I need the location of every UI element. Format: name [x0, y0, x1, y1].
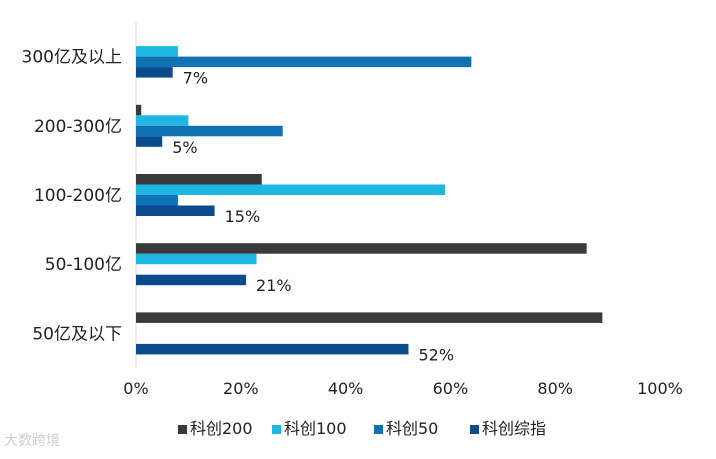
- bar: [136, 46, 178, 57]
- x-tick-label: 20%: [223, 379, 259, 398]
- category-label: 50-100亿: [45, 255, 122, 275]
- data-label: 15%: [225, 207, 261, 226]
- legend: 科创200 科创100 科创50 科创综指: [178, 419, 546, 438]
- data-label: 52%: [418, 345, 454, 364]
- category-label: 200-300亿: [34, 117, 122, 137]
- data-label: 5%: [172, 138, 197, 157]
- bar: [136, 115, 189, 126]
- legend-swatch: [272, 425, 281, 434]
- bar: [136, 56, 472, 68]
- watermark: 大数跨境: [4, 433, 60, 449]
- bar: [136, 274, 247, 286]
- bar: [136, 125, 283, 137]
- legend-label: 科创100: [284, 419, 347, 438]
- x-tick-label: 100%: [637, 379, 683, 398]
- x-tick-label: 80%: [537, 379, 573, 398]
- bar: [136, 205, 215, 216]
- legend-label: 科创综指: [482, 419, 546, 438]
- x-tick-label: 0%: [123, 379, 148, 398]
- legend-swatch: [470, 425, 479, 434]
- category-label: 50亿及以下: [32, 324, 122, 344]
- legend-swatch: [178, 425, 187, 434]
- data-label: 7%: [183, 69, 208, 88]
- bar: [136, 136, 163, 147]
- bar: [136, 312, 603, 323]
- bar: [136, 343, 409, 355]
- x-tick-label: 40%: [328, 379, 364, 398]
- data-label: 21%: [256, 276, 292, 295]
- bar: [136, 195, 178, 206]
- category-label: 300亿及以上: [22, 48, 122, 68]
- bar: [136, 184, 446, 195]
- category-label: 100-200亿: [34, 186, 122, 206]
- bar: [136, 174, 262, 185]
- x-tick-label: 60%: [433, 379, 469, 398]
- bar: [136, 253, 257, 265]
- legend-swatch: [374, 425, 383, 434]
- bar: [136, 243, 587, 254]
- bar: [136, 104, 142, 116]
- legend-label: 科创50: [386, 419, 438, 438]
- legend-label: 科创200: [190, 419, 253, 438]
- bar: [136, 67, 173, 78]
